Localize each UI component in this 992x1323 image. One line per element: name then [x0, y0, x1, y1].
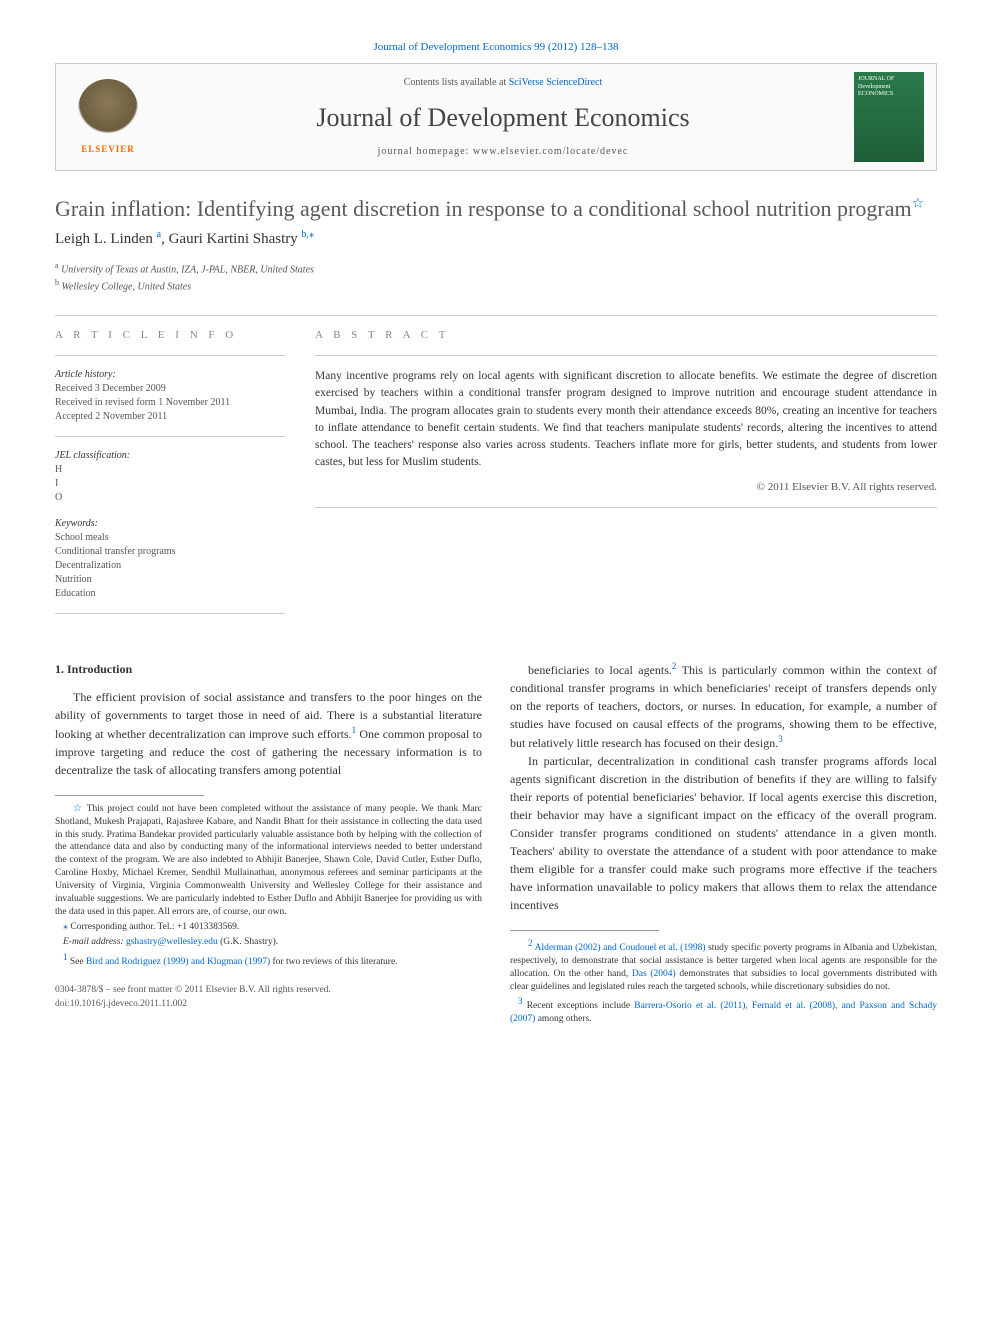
keyword: Nutrition — [55, 573, 285, 587]
homepage-url[interactable]: www.elsevier.com/locate/devec — [473, 146, 629, 157]
divider — [55, 436, 285, 437]
footnote-star: ☆ This project could not have been compl… — [55, 802, 482, 918]
corresponding-mark[interactable]: ⁎ — [309, 229, 314, 240]
title-footnote-star[interactable]: ☆ — [912, 197, 925, 212]
article-info: A R T I C L E I N F O Article history: R… — [55, 328, 285, 626]
homepage-line: journal homepage: www.elsevier.com/locat… — [164, 145, 842, 159]
contents-prefix: Contents lists available at — [404, 77, 509, 88]
cover-text: JOURNAL OF Development ECONOMICS — [858, 76, 920, 98]
divider — [55, 315, 937, 316]
fn2-link2[interactable]: Das (2004) — [632, 969, 676, 979]
affiliation-b: b Wellesley College, United States — [55, 277, 937, 294]
contents-line: Contents lists available at SciVerse Sci… — [164, 76, 842, 90]
journal-header: ELSEVIER Contents lists available at Sci… — [55, 63, 937, 171]
jel-label: JEL classification: — [55, 449, 285, 463]
abstract-heading: A B S T R A C T — [315, 328, 937, 343]
sciencedirect-link[interactable]: SciVerse ScienceDirect — [509, 77, 603, 88]
history-accepted: Accepted 2 November 2011 — [55, 410, 285, 424]
corr-text: Corresponding author. Tel.: +1 401338356… — [68, 922, 239, 932]
fn3-a: Recent exceptions include — [523, 1002, 635, 1012]
elsevier-label: ELSEVIER — [81, 143, 135, 156]
keywords-label: Keywords: — [55, 517, 285, 531]
divider — [55, 613, 285, 614]
affiliations: a University of Texas at Austin, IZA, J-… — [55, 260, 937, 295]
fn1-b: for two reviews of this literature. — [270, 957, 397, 967]
footnotes-left: ☆ This project could not have been compl… — [55, 802, 482, 969]
column-right: beneficiaries to local agents.2 This is … — [510, 660, 937, 1028]
keyword: Conditional transfer programs — [55, 545, 285, 559]
fn2-link1[interactable]: Alderman (2002) and Coudouel et al. (199… — [535, 943, 706, 953]
star-text: This project could not have been complet… — [55, 804, 482, 917]
history-received: Received 3 December 2009 — [55, 382, 285, 396]
footer-doi: doi:10.1016/j.jdeveco.2011.11.002 — [55, 997, 482, 1011]
jel-code: H — [55, 463, 285, 477]
info-abstract-row: A R T I C L E I N F O Article history: R… — [55, 328, 937, 626]
journal-header-center: Contents lists available at SciVerse Sci… — [164, 76, 842, 158]
body-paragraph: In particular, decentralization in condi… — [510, 752, 937, 914]
article-title: Grain inflation: Identifying agent discr… — [55, 195, 937, 224]
author-2: Gauri Kartini Shastry — [169, 231, 302, 247]
footnote-email: E-mail address: gshastry@wellesley.edu (… — [55, 936, 482, 949]
author-2-affil: b, — [301, 229, 309, 240]
article-history: Article history: Received 3 December 200… — [55, 368, 285, 424]
footnote-divider — [510, 930, 659, 931]
body-paragraph: The efficient provision of social assist… — [55, 688, 482, 779]
jel-code: O — [55, 491, 285, 505]
section-heading: 1. Introduction — [55, 660, 482, 678]
body-paragraph: beneficiaries to local agents.2 This is … — [510, 660, 937, 752]
abstract-text: Many incentive programs rely on local ag… — [315, 368, 937, 472]
footnote-2: 2 Alderman (2002) and Coudouel et al. (1… — [510, 937, 937, 993]
homepage-prefix: journal homepage: — [378, 146, 473, 157]
jel-block: JEL classification: H I O — [55, 449, 285, 505]
keyword: Education — [55, 587, 285, 601]
divider — [315, 355, 937, 356]
journal-title: Journal of Development Economics — [164, 100, 842, 136]
keywords-block: Keywords: School meals Conditional trans… — [55, 517, 285, 601]
journal-citation-link[interactable]: Journal of Development Economics 99 (201… — [55, 40, 937, 55]
author-separator: , — [161, 231, 169, 247]
title-text: Grain inflation: Identifying agent discr… — [55, 196, 912, 221]
elsevier-logo: ELSEVIER — [68, 72, 148, 162]
footer-meta: 0304-3878/$ – see front matter © 2011 El… — [55, 983, 482, 1012]
email-label: E-mail address: — [63, 937, 126, 947]
authors-line: Leigh L. Linden a, Gauri Kartini Shastry… — [55, 228, 937, 250]
footnote-1: 1 See Bird and Rodriguez (1999) and Klug… — [55, 951, 482, 969]
abstract-section: A B S T R A C T Many incentive programs … — [315, 328, 937, 626]
fn1-link[interactable]: Bird and Rodriguez (1999) and Klugman (1… — [86, 957, 270, 967]
affiliation-a: a University of Texas at Austin, IZA, J-… — [55, 260, 937, 277]
keyword: Decentralization — [55, 559, 285, 573]
journal-cover-thumbnail: JOURNAL OF Development ECONOMICS — [854, 72, 924, 162]
elsevier-tree-icon — [78, 79, 138, 139]
keyword: School meals — [55, 531, 285, 545]
footer-line1: 0304-3878/$ – see front matter © 2011 El… — [55, 983, 482, 997]
footnote-divider — [55, 795, 204, 796]
fn1-a: See — [68, 957, 86, 967]
fn2-mark: 2 — [528, 938, 533, 948]
p-cont-a: beneficiaries to local agents. — [528, 663, 672, 677]
fn3-b: among others. — [535, 1014, 591, 1024]
affil-b-text: Wellesley College, United States — [59, 282, 191, 293]
column-left: 1. Introduction The efficient provision … — [55, 660, 482, 1028]
section-title: Introduction — [64, 662, 132, 676]
affil-a-text: University of Texas at Austin, IZA, J-PA… — [59, 264, 314, 275]
abstract-copyright: © 2011 Elsevier B.V. All rights reserved… — [315, 480, 937, 495]
divider — [55, 355, 285, 356]
email-link[interactable]: gshastry@wellesley.edu — [126, 937, 218, 947]
history-revised: Received in revised form 1 November 2011 — [55, 396, 285, 410]
history-label: Article history: — [55, 368, 285, 382]
email-suffix: (G.K. Shastry). — [218, 937, 278, 947]
divider — [315, 507, 937, 508]
footnote-ref-3[interactable]: 3 — [778, 734, 783, 744]
footnotes-right: 2 Alderman (2002) and Coudouel et al. (1… — [510, 937, 937, 1026]
body-columns: 1. Introduction The efficient provision … — [55, 660, 937, 1028]
section-number: 1. — [55, 662, 64, 676]
page-container: Journal of Development Economics 99 (201… — [0, 0, 992, 1058]
star-icon: ☆ — [73, 803, 83, 814]
footnote-corresponding: ⁎ Corresponding author. Tel.: +1 4013383… — [55, 920, 482, 934]
footnote-3: 3 Recent exceptions include Barrera-Osor… — [510, 995, 937, 1026]
article-info-heading: A R T I C L E I N F O — [55, 328, 285, 343]
author-1: Leigh L. Linden — [55, 231, 157, 247]
jel-code: I — [55, 477, 285, 491]
